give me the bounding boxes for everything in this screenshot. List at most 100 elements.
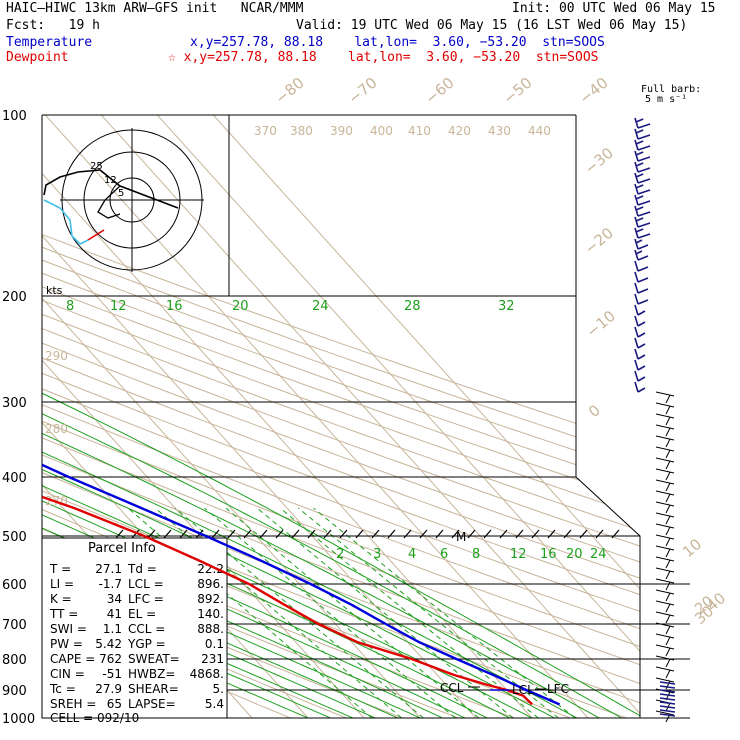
level-tick	[499, 529, 508, 539]
parcel-info-value: 762	[99, 652, 122, 666]
wind-barb	[665, 548, 671, 558]
wind-barb	[637, 255, 649, 261]
isotherm-label: −30	[581, 144, 617, 178]
wind-barb	[665, 493, 671, 503]
parcel-info-value: 4868.	[190, 667, 224, 681]
wind-barb	[637, 365, 646, 371]
theta-label: 380	[290, 124, 313, 138]
level-tick	[579, 529, 588, 539]
hodograph-ring-label: 12	[104, 175, 117, 186]
pressure-label: 800	[2, 653, 27, 668]
dewpoint-profile	[42, 115, 533, 706]
parcel-path	[522, 687, 560, 706]
dry-adiabat	[42, 115, 640, 718]
parcel-info-label: LFC =	[128, 592, 164, 606]
mixing-label: 24	[590, 547, 607, 562]
parcel-info-label: CAPE =	[50, 652, 95, 666]
mixing-label: 32	[498, 299, 515, 314]
parcel-info-label: TT =	[49, 607, 78, 621]
dry-adiabat	[42, 115, 347, 718]
wind-barb	[665, 603, 671, 613]
mixing-label: 6	[440, 547, 448, 562]
wind-barb	[637, 211, 651, 217]
level-tick	[339, 529, 348, 539]
parcel-info-label: Td =	[127, 562, 157, 576]
level-tick	[611, 529, 620, 539]
level-tick	[163, 529, 172, 539]
hodograph-trace	[97, 185, 121, 219]
parcel-info-bg	[41, 537, 228, 719]
wind-barb	[665, 592, 671, 602]
wind-barb	[634, 128, 639, 140]
parcel-info-value: 0.1	[205, 637, 224, 651]
temperature-profile	[42, 115, 560, 706]
wind-barb	[635, 250, 643, 255]
parcel-info-label: LI =	[50, 577, 74, 591]
wind-barb	[635, 162, 644, 167]
parcel-info-label: PW =	[50, 637, 83, 651]
parcel-info-value: 27.1	[95, 562, 122, 576]
mixing-label: 12	[110, 299, 127, 314]
wind-barb	[655, 633, 675, 639]
mixing-label: 8	[66, 299, 74, 314]
parcel-info-value: 34	[107, 592, 122, 606]
mixing-label: 16	[166, 299, 183, 314]
mixing-label: 4	[408, 547, 416, 562]
parcel-info-value: 231	[201, 652, 224, 666]
wind-barb	[634, 205, 639, 217]
wind-barb	[665, 427, 671, 437]
wind-barb	[655, 479, 675, 485]
wind-barb	[665, 460, 671, 470]
wind-barb	[655, 578, 675, 584]
wind-barb	[634, 194, 639, 206]
level-tick	[243, 529, 252, 539]
dry-adiabat	[42, 115, 403, 718]
hodograph-trace-low	[43, 199, 89, 245]
wind-barb	[637, 354, 646, 360]
wind-barb-low	[659, 681, 676, 685]
wind-barb	[634, 370, 639, 382]
wind-barb	[655, 402, 675, 408]
parcel-info-value: 1.1	[103, 622, 122, 636]
wind-barb	[637, 299, 649, 305]
wind-barb	[634, 282, 639, 294]
isotherm-label: −40	[576, 74, 612, 108]
pressure-label: 400	[2, 471, 27, 486]
level-tick	[595, 529, 604, 539]
wind-barb	[634, 117, 639, 129]
wind-barbs	[634, 117, 676, 723]
wind-barb	[665, 636, 671, 646]
ccl-label: CCL	[440, 681, 464, 695]
wind-barb	[655, 512, 675, 518]
wind-barb	[637, 277, 649, 283]
level-tick	[147, 529, 156, 539]
level-tick	[547, 529, 556, 539]
wind-barb	[634, 227, 639, 239]
wind-barb	[665, 625, 671, 635]
level-tick	[307, 529, 316, 539]
wind-barb	[665, 504, 671, 514]
wind-barb	[665, 614, 671, 624]
moist-adiabat	[42, 220, 331, 718]
theta-label: 410	[408, 124, 431, 138]
wind-barb	[637, 321, 646, 327]
dry-adiabat	[42, 115, 640, 718]
wind-barb	[634, 293, 639, 305]
parcel-info-value: 41	[107, 607, 122, 621]
dry-adiabat	[42, 115, 640, 718]
isotherm-label: 0	[585, 401, 604, 421]
wind-barb	[634, 150, 639, 162]
moist-adiabat	[42, 220, 376, 718]
pressure-label: 200	[2, 290, 27, 305]
wind-barb	[634, 260, 639, 272]
wind-barb	[665, 416, 671, 426]
temperature-station-info: x,y=257.78, 88.18 lat,lon= 3.60, −53.20 …	[190, 35, 605, 50]
dry-adiabat	[42, 115, 640, 718]
wind-barb	[665, 537, 671, 547]
wind-barb	[655, 710, 675, 716]
mixing-label: 28	[404, 299, 421, 314]
level-tick	[483, 529, 492, 539]
wind-barb	[634, 326, 639, 338]
wind-barb	[634, 172, 639, 184]
dewpoint-legend: Dewpoint	[6, 50, 69, 65]
